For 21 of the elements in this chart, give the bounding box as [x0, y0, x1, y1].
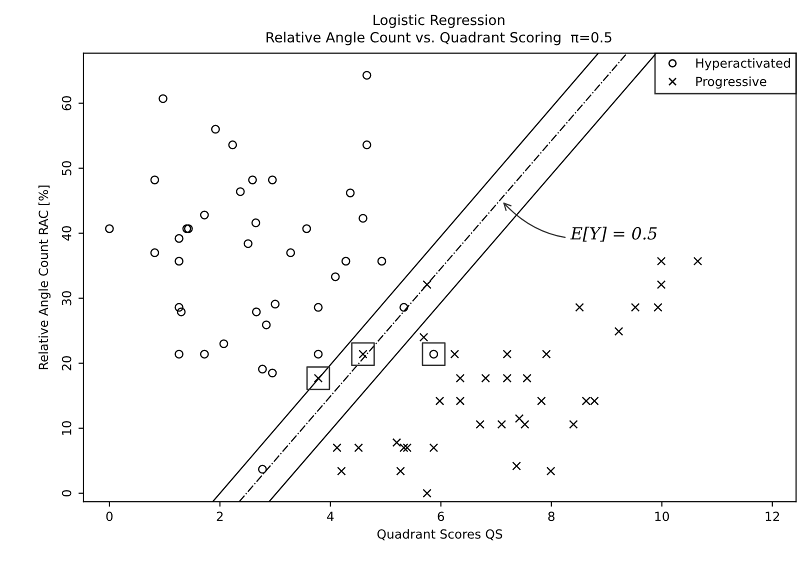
annotation: E[Y] = 0.5: [570, 226, 657, 242]
x-tick-label: 8: [548, 512, 554, 522]
chart-subtitle: Relative Angle Count vs. Quadrant Scoring π=0.5: [266, 32, 612, 46]
x-axis-title: Quadrant Scores QS: [377, 529, 502, 540]
chart-title: Logistic Regression: [374, 14, 504, 28]
x-tick-label: 4: [327, 512, 334, 521]
legend-label: Progressive: [696, 76, 766, 89]
y-tick-label: 40: [62, 226, 72, 241]
x-tick-label: 6: [438, 512, 444, 522]
y-tick-label: 10: [62, 421, 72, 435]
x-tick-label: 12: [766, 512, 780, 521]
y-tick-label: 0: [62, 490, 72, 496]
y-tick-label: 20: [62, 356, 72, 370]
legend-label: Hyperactivated: [696, 58, 790, 70]
y-axis-title: Relative Angle Count RAC [%]: [38, 186, 51, 370]
x-tick-label: 0: [106, 512, 113, 522]
y-tick-label: 30: [62, 291, 72, 306]
x-tick-label: 2: [216, 512, 223, 521]
y-tick-label: 50: [62, 161, 72, 176]
x-tick-label: 10: [655, 512, 669, 522]
y-tick-label: 60: [62, 96, 72, 110]
